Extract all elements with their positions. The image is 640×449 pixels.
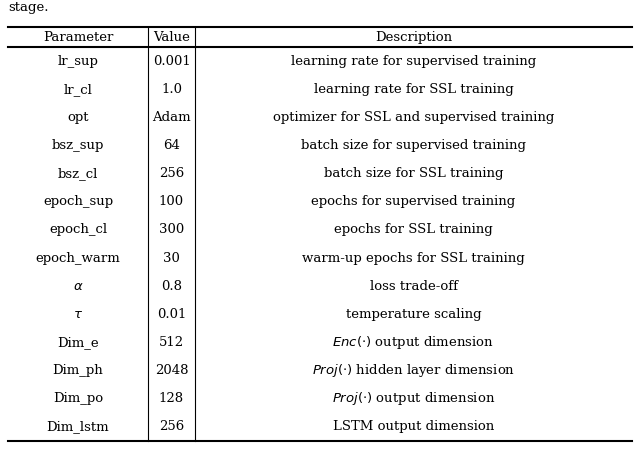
Text: learning rate for supervised training: learning rate for supervised training — [291, 55, 536, 67]
Text: 64: 64 — [163, 139, 180, 152]
Text: stage.: stage. — [8, 1, 49, 14]
Text: learning rate for SSL training: learning rate for SSL training — [314, 83, 513, 96]
Text: 300: 300 — [159, 224, 184, 237]
Text: 1.0: 1.0 — [161, 83, 182, 96]
Text: lr_sup: lr_sup — [58, 55, 99, 67]
Text: Dim_ph: Dim_ph — [52, 364, 104, 377]
Text: 256: 256 — [159, 420, 184, 433]
Text: opt: opt — [67, 111, 89, 124]
Text: LSTM output dimension: LSTM output dimension — [333, 420, 494, 433]
Text: 0.8: 0.8 — [161, 280, 182, 293]
Text: epoch_warm: epoch_warm — [36, 251, 120, 264]
Text: Dim_po: Dim_po — [53, 392, 103, 405]
Text: 100: 100 — [159, 195, 184, 208]
Text: Dim_e: Dim_e — [57, 336, 99, 349]
Text: warm-up epochs for SSL training: warm-up epochs for SSL training — [302, 251, 525, 264]
Text: 256: 256 — [159, 167, 184, 180]
Text: 0.01: 0.01 — [157, 308, 186, 321]
Text: batch size for supervised training: batch size for supervised training — [301, 139, 526, 152]
Text: 2048: 2048 — [155, 364, 188, 377]
Text: epoch_sup: epoch_sup — [43, 195, 113, 208]
Text: $\alpha$: $\alpha$ — [73, 280, 83, 293]
Text: Adam: Adam — [152, 111, 191, 124]
Text: loss trade-off: loss trade-off — [369, 280, 458, 293]
Text: bsz_cl: bsz_cl — [58, 167, 98, 180]
Text: epoch_cl: epoch_cl — [49, 224, 107, 237]
Text: epochs for supervised training: epochs for supervised training — [312, 195, 516, 208]
Text: $\tau$: $\tau$ — [73, 308, 83, 321]
Text: epochs for SSL training: epochs for SSL training — [334, 224, 493, 237]
Text: Value: Value — [153, 31, 190, 44]
Text: 512: 512 — [159, 336, 184, 349]
Text: Parameter: Parameter — [43, 31, 113, 44]
Text: batch size for SSL training: batch size for SSL training — [324, 167, 503, 180]
Text: temperature scaling: temperature scaling — [346, 308, 481, 321]
Text: lr_cl: lr_cl — [63, 83, 92, 96]
Text: optimizer for SSL and supervised training: optimizer for SSL and supervised trainin… — [273, 111, 554, 124]
Text: $\mathit{Proj}(\cdot)$ hidden layer dimension: $\mathit{Proj}(\cdot)$ hidden layer dime… — [312, 362, 515, 379]
Text: $\mathit{Enc}(\cdot)$ output dimension: $\mathit{Enc}(\cdot)$ output dimension — [332, 334, 495, 351]
Text: $\mathit{Proj}(\cdot)$ output dimension: $\mathit{Proj}(\cdot)$ output dimension — [332, 390, 495, 407]
Text: 0.001: 0.001 — [152, 55, 190, 67]
Text: bsz_sup: bsz_sup — [52, 139, 104, 152]
Text: 30: 30 — [163, 251, 180, 264]
Text: 128: 128 — [159, 392, 184, 405]
Text: Description: Description — [375, 31, 452, 44]
Text: Dim_lstm: Dim_lstm — [47, 420, 109, 433]
